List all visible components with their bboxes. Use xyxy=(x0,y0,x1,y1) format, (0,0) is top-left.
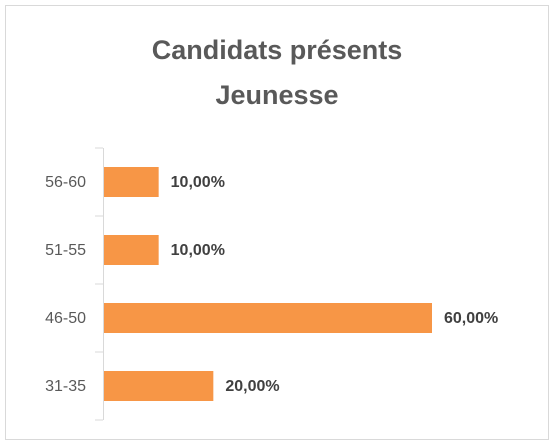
chart-title: Candidats présents xyxy=(152,35,403,65)
y-tick-label: 56-60 xyxy=(45,174,86,191)
data-label: 60,00% xyxy=(444,310,498,327)
y-tick-label: 46-50 xyxy=(45,310,86,327)
data-label: 10,00% xyxy=(171,242,225,259)
chart-border xyxy=(5,5,549,440)
bar xyxy=(104,235,159,265)
y-tick-label: 51-55 xyxy=(45,242,86,259)
bar xyxy=(104,303,432,333)
data-label: 20,00% xyxy=(225,378,279,395)
bar xyxy=(104,167,159,197)
bar xyxy=(104,371,214,401)
y-tick-label: 31-35 xyxy=(45,378,86,395)
chart-title: Jeunesse xyxy=(215,80,338,110)
data-label: 10,00% xyxy=(171,174,225,191)
